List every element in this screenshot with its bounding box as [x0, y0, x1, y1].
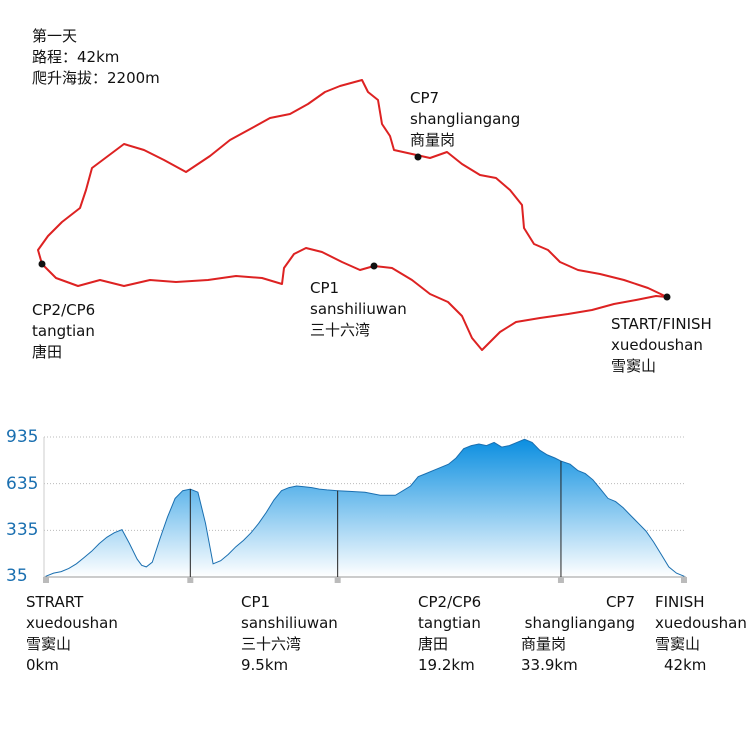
- ytick-935: 935: [6, 427, 39, 447]
- route-info: 第一天 路程：42km 爬升海拔：2200m: [32, 26, 160, 89]
- cp2-map-label: CP2/CP6 tangtian 唐田: [32, 301, 96, 361]
- cp-label-cp7: CP7 shangliangang 商量岗 33.9km: [521, 593, 635, 674]
- cp-label-start: STRART xuedoushan 雪窦山 0km: [26, 593, 118, 674]
- climb-label: 爬升海拔：2200m: [32, 69, 160, 87]
- cp-label-finish: FINISH xuedoushan 雪窦山 42km: [655, 593, 747, 674]
- start-marker: [663, 293, 671, 301]
- checkpoint-tick: [681, 577, 687, 583]
- route-map: [37, 79, 671, 351]
- ytick-335: 335: [6, 520, 39, 540]
- checkpoint-tick: [557, 577, 564, 583]
- day-label: 第一天: [32, 27, 78, 45]
- cp7-map-label: CP7 shangliangang 商量岗: [410, 89, 521, 149]
- ytick-635: 635: [6, 474, 39, 494]
- route-line: [37, 79, 668, 351]
- distance-label: 路程：42km: [32, 48, 120, 66]
- cp-label-cp2: CP2/CP6 tangtian 唐田 19.2km: [418, 593, 482, 674]
- start-map-label: START/FINISH xuedoushan 雪窦山: [611, 315, 712, 375]
- cp2-marker: [38, 260, 46, 268]
- checkpoint-tick: [334, 577, 341, 583]
- cp1-marker: [370, 262, 378, 270]
- cp7-marker: [414, 153, 422, 161]
- ytick-35: 35: [6, 566, 28, 586]
- cp1-map-label: CP1 sanshiliuwan 三十六湾: [310, 279, 407, 339]
- checkpoint-tick: [43, 577, 49, 583]
- checkpoint-tick: [187, 577, 194, 583]
- cp-label-cp1: CP1 sanshiliuwan 三十六湾 9.5km: [241, 593, 338, 674]
- elevation-area: [45, 438, 685, 578]
